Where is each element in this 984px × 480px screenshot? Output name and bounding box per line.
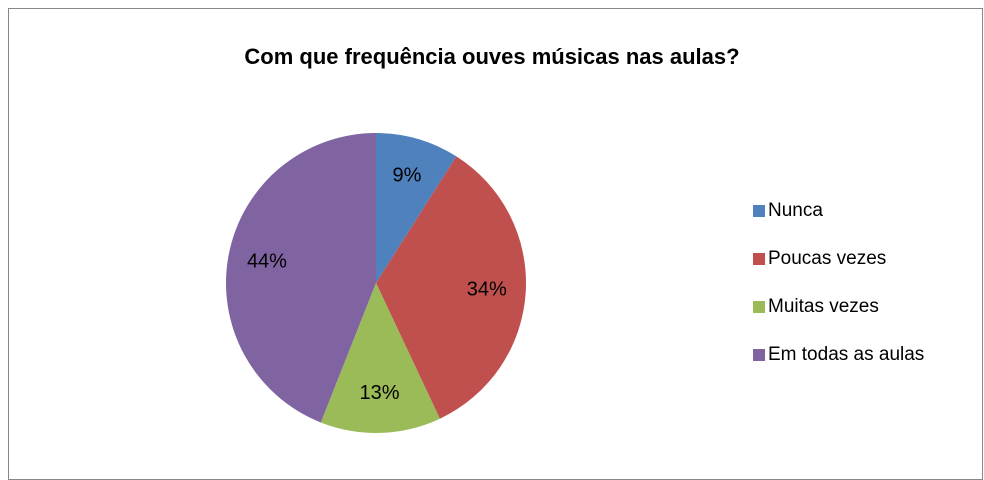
pie-slice <box>376 156 526 419</box>
legend-label: Em todas as aulas <box>768 344 924 365</box>
legend-label: Poucas vezes <box>768 248 886 269</box>
legend-swatch <box>753 349 765 361</box>
pie-slice <box>320 283 440 433</box>
data-label: 9% <box>393 165 422 187</box>
data-label: 13% <box>359 382 399 404</box>
data-label: 44% <box>247 250 287 272</box>
data-label: 34% <box>467 278 507 300</box>
pie-slice <box>226 133 376 423</box>
legend-swatch <box>753 205 765 217</box>
legend-label: Nunca <box>768 200 823 221</box>
pie-slice <box>376 133 457 283</box>
legend-swatch <box>753 301 765 313</box>
legend-label: Muitas vezes <box>768 296 879 317</box>
legend-swatch <box>753 253 765 265</box>
chart-title: Com que frequência ouves músicas nas aul… <box>244 44 739 69</box>
